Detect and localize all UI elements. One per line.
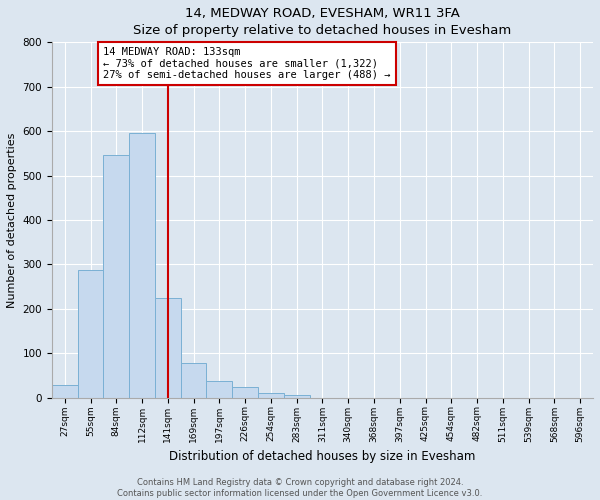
- Bar: [284, 396, 310, 398]
- Bar: [103, 154, 129, 398]
- Bar: [129, 133, 155, 398]
- Text: 14 MEDWAY ROAD: 133sqm
← 73% of detached houses are smaller (1,322)
27% of semi-: 14 MEDWAY ROAD: 133sqm ← 73% of detached…: [103, 46, 391, 80]
- Bar: [206, 382, 232, 398]
- Bar: [155, 298, 181, 398]
- Bar: [77, 270, 103, 398]
- Bar: [52, 386, 77, 398]
- Bar: [181, 363, 206, 398]
- Bar: [258, 394, 284, 398]
- Y-axis label: Number of detached properties: Number of detached properties: [7, 132, 17, 308]
- Title: 14, MEDWAY ROAD, EVESHAM, WR11 3FA
Size of property relative to detached houses : 14, MEDWAY ROAD, EVESHAM, WR11 3FA Size …: [133, 7, 512, 37]
- Text: Contains HM Land Registry data © Crown copyright and database right 2024.
Contai: Contains HM Land Registry data © Crown c…: [118, 478, 482, 498]
- X-axis label: Distribution of detached houses by size in Evesham: Distribution of detached houses by size …: [169, 450, 476, 463]
- Bar: [232, 387, 258, 398]
